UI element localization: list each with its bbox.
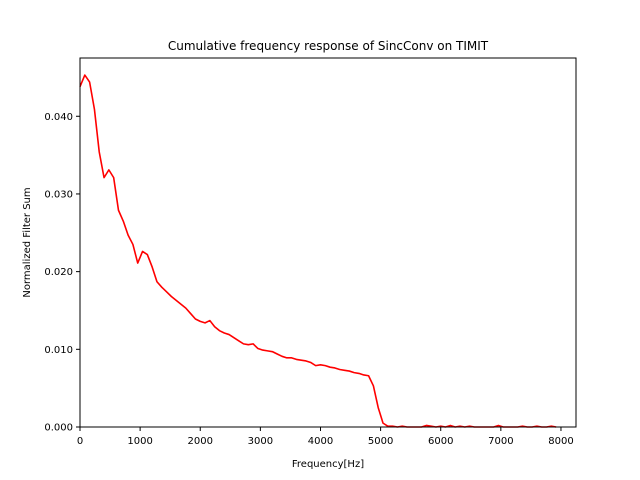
y-tick-label: 0.020 xyxy=(44,267,73,278)
x-tick-label: 0 xyxy=(77,436,83,447)
x-tick-label: 5000 xyxy=(368,436,393,447)
x-tick-label: 3000 xyxy=(248,436,273,447)
x-axis-ticks: 0 1000 2000 3000 4000 5000 6000 7000 8000 xyxy=(77,427,574,447)
y-axis-ticks: 0.000 0.010 0.020 0.030 0.040 xyxy=(44,112,80,434)
axes-frame xyxy=(79,57,577,428)
x-tick-label: 4000 xyxy=(308,436,333,447)
y-tick-label: 0.010 xyxy=(44,345,73,356)
x-tick-label: 1000 xyxy=(127,436,152,447)
y-tick-label: 0.000 xyxy=(44,423,73,434)
y-tick-label: 0.040 xyxy=(44,112,73,123)
x-tick-label: 8000 xyxy=(548,436,573,447)
x-axis-label: Frequency[Hz] xyxy=(292,459,364,470)
x-tick-label: 6000 xyxy=(428,436,453,447)
chart-title: Cumulative frequency response of SincCon… xyxy=(168,39,489,53)
y-axis-label: Normalized Filter Sum xyxy=(22,187,33,297)
x-tick-label: 7000 xyxy=(488,436,513,447)
y-tick-label: 0.030 xyxy=(44,189,73,200)
x-tick-label: 2000 xyxy=(188,436,213,447)
